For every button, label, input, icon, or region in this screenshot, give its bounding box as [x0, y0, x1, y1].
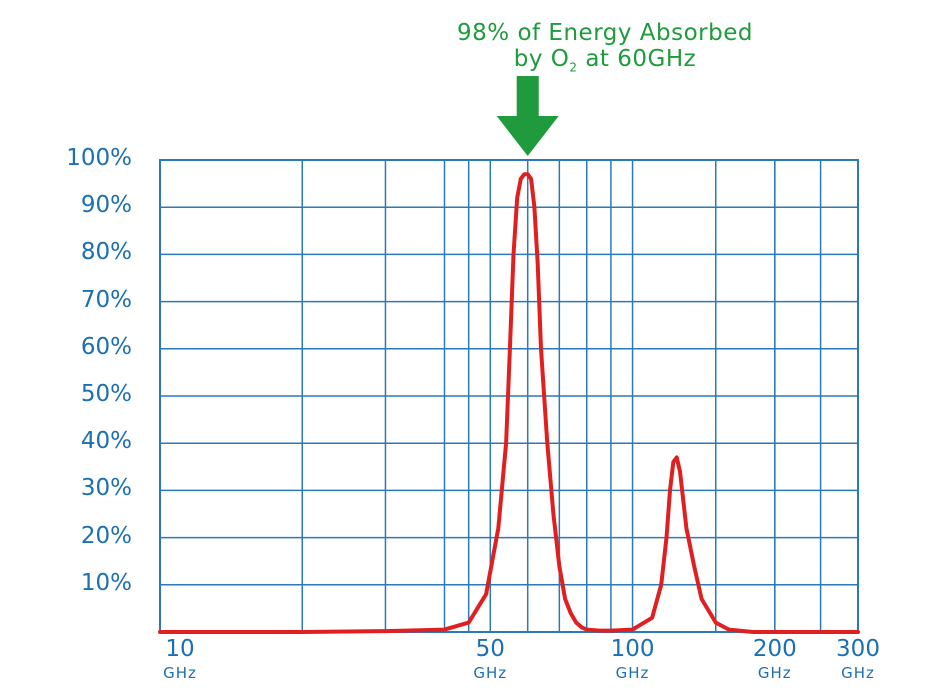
y-tick-label-80: 80% — [80, 239, 132, 266]
y-tick-label-70: 70% — [80, 286, 132, 313]
y-tick-label-40: 40% — [80, 428, 132, 455]
arrow-icon — [496, 76, 559, 156]
grid — [159, 159, 859, 633]
annotation-line-2: by O2 at 60GHz — [330, 46, 880, 75]
y-tick-label-90: 90% — [80, 192, 132, 219]
annotation-line-2-subscript: 2 — [569, 60, 578, 75]
x-tick-unit-200: GHz — [757, 664, 792, 682]
y-tick-label-100: 100% — [66, 145, 132, 171]
x-tick-unit-100: GHz — [615, 664, 650, 682]
y-tick-label-30: 30% — [80, 475, 132, 502]
series-group — [158, 172, 860, 634]
annotation-line-2-prefix: by O — [513, 46, 570, 72]
x-tick-label-300: 300 — [836, 636, 880, 662]
arrow-head — [496, 116, 559, 156]
y-tick-label-10: 10% — [80, 569, 132, 596]
x-tick-unit-300: GHz — [841, 664, 875, 682]
x-tick-unit-10: GHz — [163, 664, 197, 682]
x-tick-label-100: 100 — [610, 636, 655, 662]
y-tick-label-50: 50% — [80, 381, 132, 407]
annotation-line-2-suffix: at 60GHz — [577, 46, 697, 72]
x-tick-unit-50: GHz — [473, 664, 508, 682]
y-tick-label-20: 20% — [80, 522, 132, 549]
series-line-0 — [158, 172, 860, 634]
y-tick-label-60: 60% — [80, 333, 132, 360]
x-tick-label-200: 200 — [752, 636, 797, 662]
annotation-line-1: 98% of Energy Absorbed — [457, 20, 753, 46]
x-tick-label-50: 50 — [475, 636, 505, 662]
arrow-shaft — [516, 76, 539, 118]
x-tick-label-10: 10 — [165, 636, 195, 662]
